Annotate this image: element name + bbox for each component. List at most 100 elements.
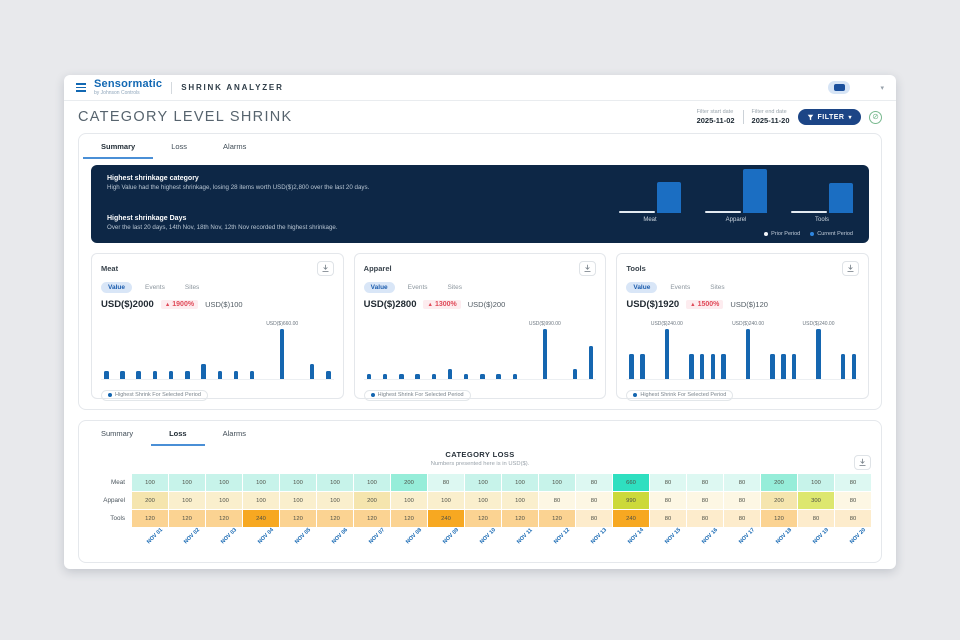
legend-current-label: Current Period (817, 231, 853, 238)
tab-alarms[interactable]: Alarms (223, 142, 247, 152)
heatmap-cell: 80 (650, 474, 686, 492)
chart-bar-group (309, 364, 315, 380)
chart-bar (415, 374, 420, 380)
heatmap-cell: 120 (465, 510, 501, 528)
heatmap-cell: 80 (724, 474, 760, 492)
pill-tab-sites[interactable]: Sites (184, 284, 200, 292)
chart-bar-group (851, 354, 856, 380)
hamburger-menu-icon[interactable] (76, 83, 86, 92)
heatmap-cell: 80 (650, 492, 686, 510)
heatmap-cell: 100 (243, 474, 279, 492)
download-icon[interactable] (579, 261, 597, 277)
clear-filter-icon[interactable]: ⊘ (869, 110, 882, 124)
mini-prior-bar (791, 211, 827, 214)
mini-current-bar (829, 183, 853, 214)
insight-banner: Highest shrinkage category High Value ha… (91, 165, 869, 244)
page-title: CATEGORY LEVEL SHRINK (78, 109, 293, 126)
chart-bar (201, 364, 206, 380)
chart-bar-group (136, 371, 141, 380)
change-percent: 1900% (172, 301, 195, 309)
chart-bar-group (431, 374, 437, 380)
mini-bar-group: Meat (619, 182, 681, 223)
heatmap-date-cell: NOV 06 (317, 527, 353, 554)
shrink-bar-chart: USD($)660.00 (101, 314, 334, 381)
chart-bar (217, 371, 223, 380)
heatmap-cell: 80 (576, 474, 612, 492)
shrink-bar-chart: USD($)240.00 USD($)240.00 USD($)240.00 (626, 314, 860, 381)
tab-summary[interactable]: Summary (101, 429, 134, 439)
legend-dot-icon (370, 393, 375, 398)
heatmap-cell: 240 (243, 510, 279, 528)
download-icon[interactable] (842, 261, 860, 277)
pill-tab-value[interactable]: Value (626, 282, 658, 294)
filter-button[interactable]: FILTER ▾ (797, 109, 861, 126)
tab-alarms[interactable]: Alarms (222, 429, 246, 439)
chart-bar-group (233, 371, 239, 380)
download-icon[interactable] (854, 455, 871, 471)
chart-bar-group (496, 374, 501, 380)
mini-category-label: Apparel (725, 217, 747, 224)
chart-legend-label: Highest Shrink For Selected Period (640, 392, 727, 399)
tab-loss[interactable]: Loss (171, 142, 188, 152)
mini-current-bar (743, 169, 767, 214)
brand-name: Sensormatic (94, 78, 163, 90)
pill-tab-value[interactable]: Value (363, 282, 395, 294)
chart-bar (512, 374, 518, 380)
download-icon[interactable] (316, 261, 334, 277)
heatmap-date-label: NOV 16 (701, 527, 720, 546)
insight-2: Highest shrinkage Days Over the last 20 … (107, 215, 511, 233)
card-meat: Meat Value Events Sites USD($)2000 ▲ 1900… (91, 253, 344, 401)
pill-tab-events[interactable]: Events (407, 284, 428, 292)
mini-category-label: Tools (814, 217, 829, 224)
heatmap-cell: 80 (835, 492, 871, 510)
heatmap-cell: 100 (317, 492, 353, 510)
heatmap-cell: 200 (391, 474, 427, 492)
chart-bar-group: USD($)240.00 (651, 321, 683, 380)
chart-bar-group: USD($)660.00 (266, 321, 298, 380)
insight-1: Highest shrinkage category High Value ha… (107, 175, 511, 193)
chart-bar (447, 369, 453, 380)
heatmap-cell: 100 (280, 492, 316, 510)
pill-tab-sites[interactable]: Sites (447, 284, 462, 292)
chart-bar (816, 329, 821, 380)
heatmap-cell: 990 (613, 492, 649, 510)
heatmap-date-cell: NOV 09 (428, 527, 464, 554)
heatmap-date-cell: NOV 14 (613, 527, 649, 554)
heatmap-cell: 80 (798, 510, 834, 528)
insight-1-text: High Value had the highest shrinkage, lo… (107, 184, 370, 192)
chart-bar (542, 329, 548, 380)
chart-bar (781, 354, 786, 380)
chart-bar (629, 354, 634, 380)
heatmap-cell: 100 (169, 474, 205, 492)
chart-bar-group (572, 369, 578, 380)
filter-start-date: Filter start date 2025-11-02 (697, 109, 735, 125)
pill-tab-value[interactable]: Value (101, 282, 132, 294)
heatmap-cell: 100 (502, 492, 538, 510)
chart-bar (366, 374, 372, 380)
tab-summary[interactable]: Summary (83, 134, 154, 160)
heatmap-cell: 100 (465, 474, 501, 492)
pill-tab-events[interactable]: Events (144, 284, 165, 292)
heatmap-date-label: NOV 02 (183, 527, 202, 546)
brand-subtitle: by Johnson Controls (94, 90, 140, 96)
pill-tab-events[interactable]: Events (670, 284, 691, 292)
bar-peak-label: USD($)990.00 (528, 321, 561, 328)
nav-divider (171, 81, 173, 94)
heatmap-date-label: NOV 01 (146, 527, 165, 546)
loss-tabs: Summary Loss Alarms (79, 421, 881, 447)
user-badge[interactable] (828, 81, 851, 94)
chart-bar-group (791, 354, 797, 380)
current-value: USD($)1920 (626, 299, 680, 311)
chevron-down-icon[interactable]: ▾ (880, 84, 884, 92)
heatmap-cell: 80 (687, 474, 723, 492)
chart-bar (463, 374, 469, 380)
heatmap-cell: 80 (650, 510, 686, 528)
chart-bar (572, 369, 578, 380)
current-value: USD($)2800 (363, 299, 417, 311)
heatmap-cell: 120 (317, 510, 353, 528)
chart-bar (136, 371, 141, 380)
pill-tab-sites[interactable]: Sites (710, 284, 725, 292)
chart-bar-group (326, 371, 331, 380)
heatmap-date-label: NOV 04 (257, 527, 276, 546)
tab-loss[interactable]: Loss (151, 421, 205, 447)
